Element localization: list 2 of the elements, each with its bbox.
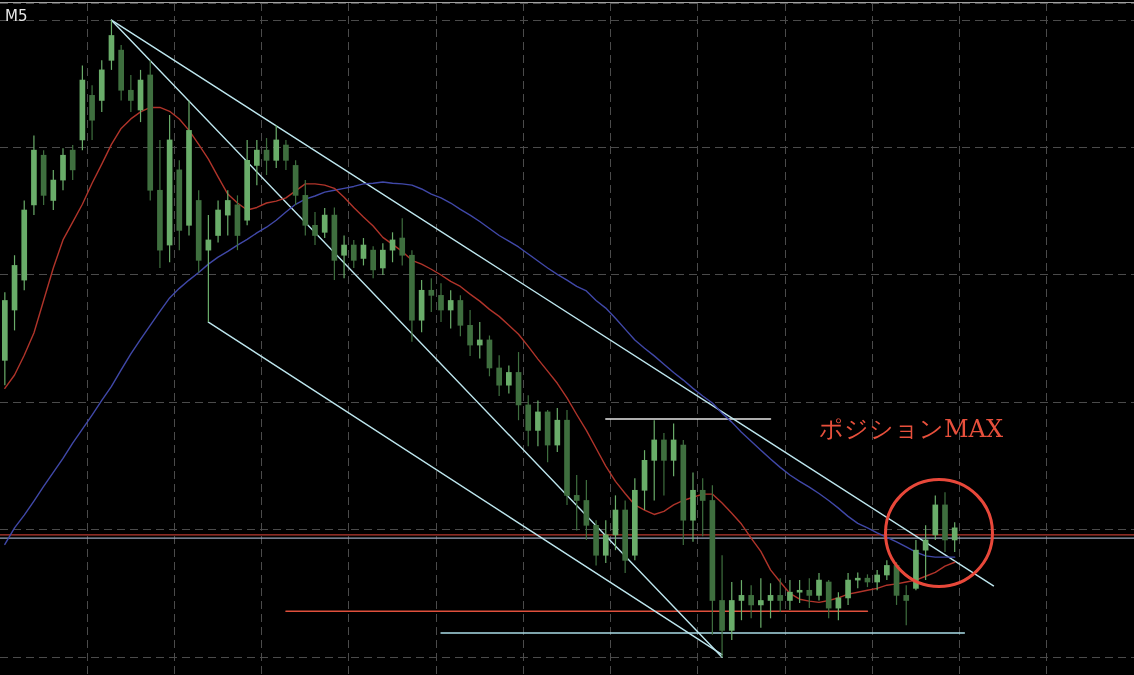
chart-title: M5 bbox=[5, 7, 28, 25]
annotation: ポジションMAX bbox=[819, 414, 1003, 444]
